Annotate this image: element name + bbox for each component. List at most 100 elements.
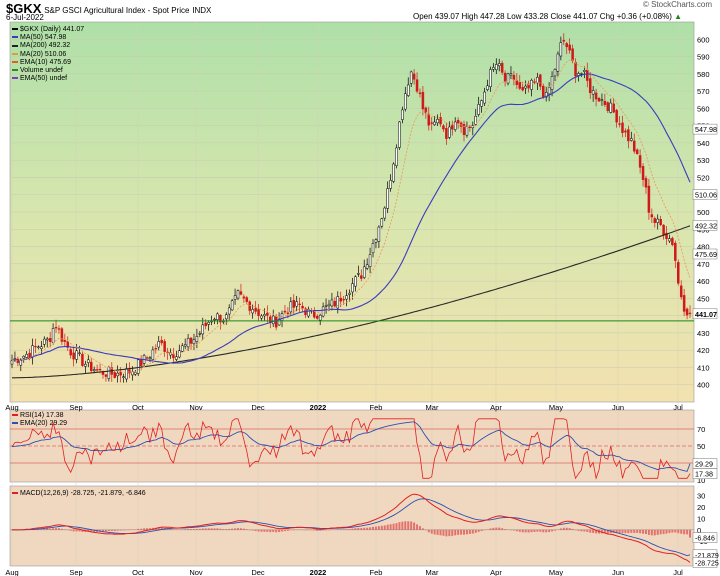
x-tick-label: Nov (189, 403, 203, 412)
candle-body (163, 341, 166, 352)
rsi-tag (692, 468, 718, 479)
macd-histogram-bar (242, 528, 245, 530)
macd-histogram-bar (489, 528, 492, 530)
legend-swatch (12, 77, 18, 80)
candle-body (213, 318, 216, 321)
macd-histogram-bar (445, 529, 448, 537)
macd-histogram-bar (72, 529, 75, 532)
macd-histogram-bar (495, 527, 498, 530)
candle-body (653, 218, 657, 223)
macd-histogram-bar (404, 521, 407, 530)
rsi-line (11, 418, 691, 480)
macd-histogram-bar (360, 528, 363, 530)
y-tick-label: 540 (697, 139, 710, 148)
candle-body (439, 117, 442, 125)
up-arrow-icon: ▲ (674, 12, 683, 21)
y-tick-label: 500 (697, 208, 710, 217)
macd-histogram-bar (527, 529, 530, 533)
candle-body (659, 219, 662, 225)
macd-histogram-bar (392, 523, 395, 530)
candle-body (404, 93, 407, 110)
macd-histogram-bar (436, 529, 439, 535)
macd-histogram-bar (410, 521, 413, 530)
candle-body (148, 357, 152, 360)
candle-body (271, 315, 275, 325)
macd-histogram-bar (192, 529, 195, 530)
candle-body (136, 359, 140, 374)
candle-body (618, 123, 621, 125)
candle-body (662, 224, 665, 236)
candle-body (139, 359, 143, 366)
candle-body (588, 78, 592, 94)
candle-body (682, 295, 686, 312)
legend-swatch (12, 36, 18, 39)
candle-body (386, 188, 389, 209)
macd-histogram-bar (345, 529, 348, 530)
legend-item: EMA(50) undef (12, 75, 84, 83)
candle-body (222, 320, 225, 323)
y-tick-label: 580 (697, 70, 710, 79)
candle-body (609, 102, 613, 113)
x-tick-label: Jul (673, 403, 683, 412)
candle-body (377, 226, 381, 242)
candle-body (201, 324, 205, 335)
macd-histogram-bar (653, 529, 656, 536)
macd-histogram-bar (190, 529, 193, 530)
candle-body (635, 149, 639, 155)
macd-histogram-bar (662, 529, 665, 535)
macd-histogram-bar (583, 529, 586, 532)
candle-body (448, 126, 451, 138)
x-tick-label-bottom: Feb (370, 568, 383, 576)
macd-histogram-bar (386, 524, 389, 530)
candle-body (389, 180, 392, 189)
macd-histogram-bar (113, 529, 116, 531)
candle-body (430, 122, 433, 124)
price-tag-label: 492.32 (695, 221, 717, 230)
candle-body (151, 349, 155, 360)
macd-histogram-bar (460, 529, 463, 535)
x-tick-label-bottom: Aug (5, 568, 18, 576)
legend-item: EMA(20) 29.29 (12, 420, 67, 428)
legend-swatch (12, 69, 18, 72)
y-tick-label: 460 (697, 277, 710, 286)
candle-body (562, 39, 566, 42)
macd-legend: MACD(12,26,9) -28.725, -21.879, -6.846 (12, 490, 146, 498)
macd-histogram-bar (689, 529, 691, 538)
candle-body (480, 100, 483, 107)
macd-line (11, 493, 691, 563)
macd-histogram-bar (283, 529, 286, 532)
candle-body (122, 376, 125, 378)
candle-body (348, 292, 351, 295)
macd-histogram-bar (336, 529, 339, 530)
macd-histogram-bar (254, 529, 257, 532)
candle-body (574, 61, 577, 77)
candle-body (51, 328, 55, 344)
x-tick-label-bottom: Nov (189, 568, 203, 576)
candle-body (233, 295, 237, 300)
ma200-line (12, 225, 691, 379)
candle-body (644, 178, 648, 188)
candle-body (360, 275, 363, 279)
candle-body (679, 285, 683, 298)
macd-histogram-bar (263, 529, 266, 532)
y-tick-label: 470 (697, 260, 710, 269)
macd-histogram-bar (542, 529, 545, 533)
macd-histogram-bar (52, 528, 55, 530)
candle-body (263, 314, 266, 317)
macd-histogram-bar (266, 529, 269, 532)
macd-histogram-bar (195, 528, 198, 530)
candle-body (453, 121, 457, 130)
candle-body (87, 359, 90, 363)
candle-body (107, 367, 111, 379)
candle-body (368, 254, 372, 268)
macd-histogram-bar (671, 529, 674, 533)
candle-body (656, 218, 659, 223)
x-tick-label-bottom: 2022 (310, 568, 327, 576)
candle-body (186, 338, 190, 348)
legend-item: EMA(10) 475.69 (12, 59, 84, 67)
candle-body (401, 109, 404, 120)
macd-histogram-bar (322, 529, 325, 531)
candle-body (427, 113, 431, 126)
macd-histogram-bar (518, 529, 521, 532)
macd-histogram-bar (122, 529, 125, 531)
